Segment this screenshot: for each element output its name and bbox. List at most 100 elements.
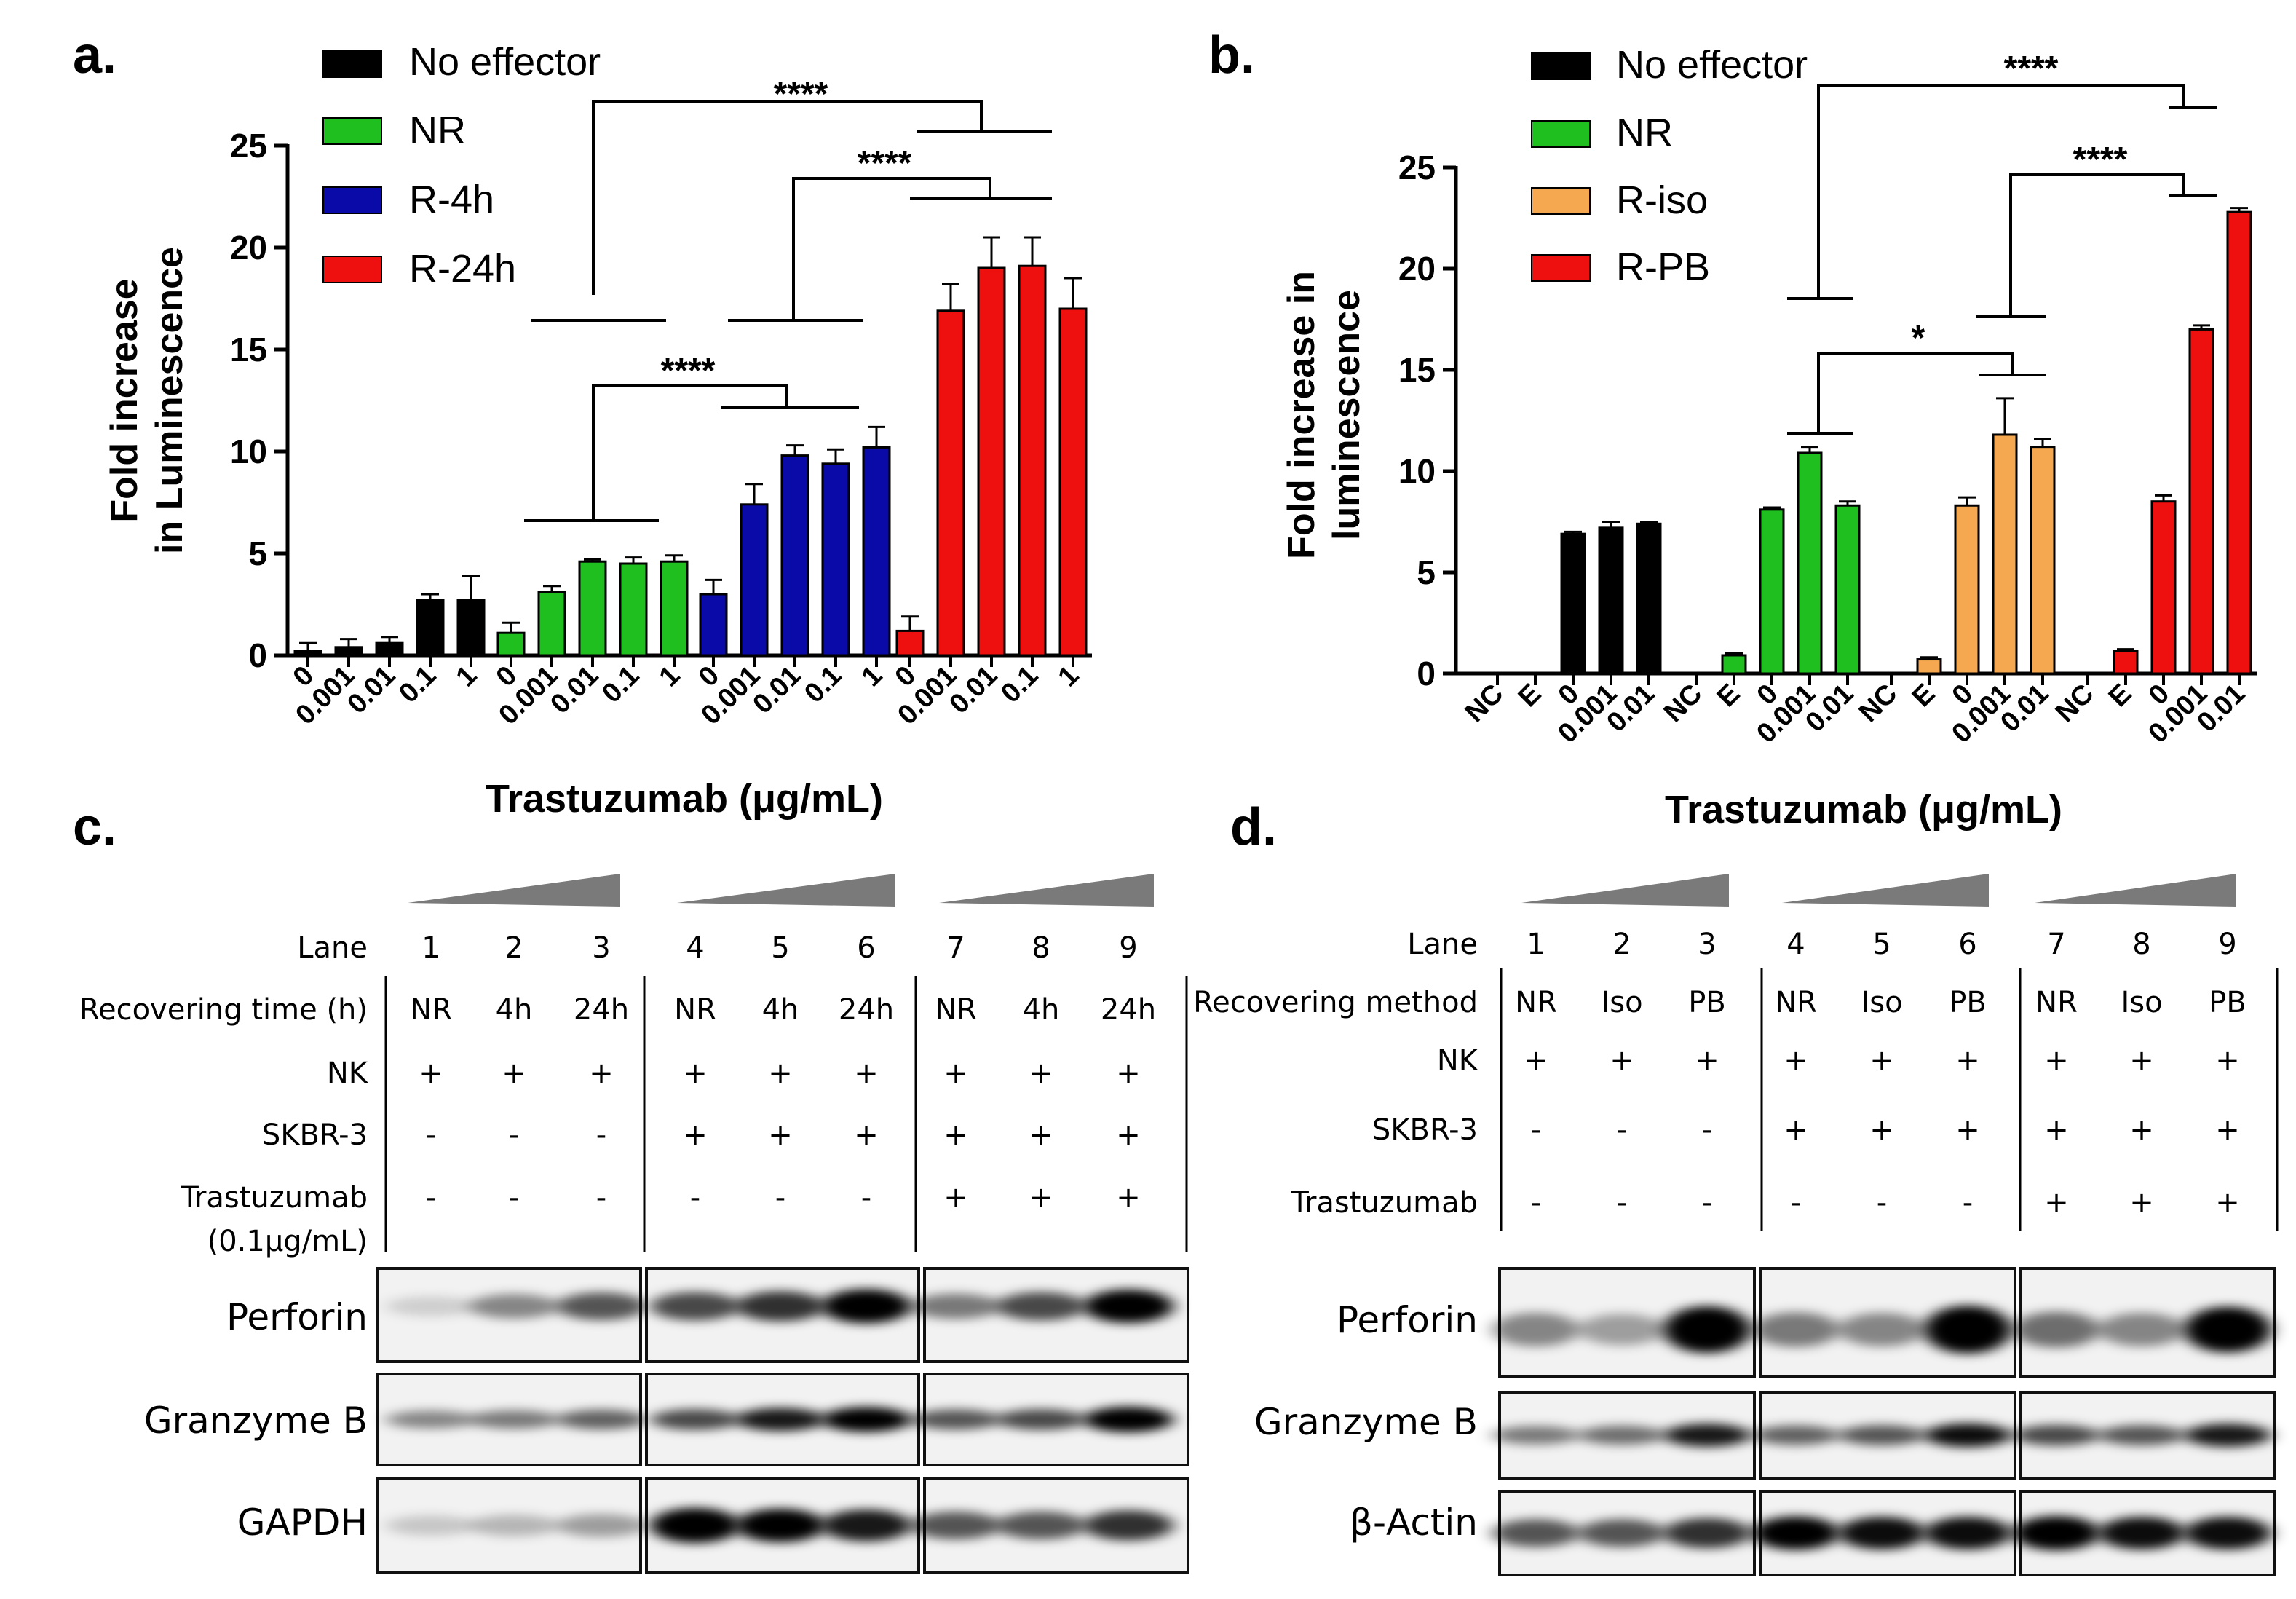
panel-label-b: b.: [1208, 26, 1255, 84]
condition-cell-nk: +: [1869, 1044, 1894, 1078]
blot-d-tras-label: Trastuzumab: [1290, 1186, 1478, 1220]
blot-d-band-label-perforin: Perforin: [1337, 1299, 1478, 1341]
protein-band: [386, 1296, 476, 1316]
blot-c-gradient-ramps: [408, 874, 1154, 907]
condition-cell-lanes: 7: [2047, 928, 2065, 961]
condition-cell-nk: +: [2215, 1044, 2240, 1078]
protein-band: [2013, 1515, 2100, 1551]
condition-cell-nk: +: [1029, 1057, 1053, 1090]
condition-cell-lanes: 5: [771, 931, 789, 965]
protein-band: [911, 1409, 1001, 1430]
significance-stars: ****: [2073, 141, 2128, 179]
condition-cell-lanes: 8: [2132, 928, 2150, 961]
condition-cell-nk: +: [1610, 1044, 1634, 1078]
protein-band: [735, 1508, 826, 1543]
bar: [699, 593, 728, 657]
condition-cell-recover: NR: [674, 993, 716, 1027]
condition-cell-skbr: -: [1702, 1113, 1712, 1147]
bar: [895, 629, 925, 657]
y-tick-label: 10: [1398, 452, 1436, 490]
y-tick-label: 20: [230, 229, 267, 266]
protein-band: [2098, 1312, 2185, 1347]
protein-band: [1083, 1406, 1173, 1433]
condition-cell-skbr: +: [1955, 1113, 1980, 1147]
condition-cell-skbr: -: [509, 1118, 519, 1152]
condition-cell-tras: -: [1963, 1186, 1973, 1220]
chart-a: No effector NR R-4h R-24h Fold increase …: [103, 40, 1092, 821]
protein-band: [1083, 1289, 1173, 1324]
blot-c-band-label-perforin: Perforin: [226, 1296, 368, 1338]
y-tick-label: 5: [1417, 553, 1436, 591]
x-tick-label: E: [1513, 679, 1548, 714]
blot-d-gradient-ramps: [1521, 874, 2236, 907]
bar: [740, 503, 769, 657]
protein-band: [996, 1292, 1086, 1321]
condition-cell-skbr: +: [943, 1118, 968, 1152]
y-tick-label: 25: [230, 127, 267, 165]
condition-cell-tras: +: [943, 1181, 968, 1215]
blot-c-band-label-granzyme: Granzyme B: [144, 1399, 368, 1442]
panel-label-d: d.: [1230, 798, 1277, 856]
western-blot-c: Lane Recovering time (h) NK SKBR-3 Trast…: [79, 874, 1189, 1574]
condition-cell-recover: NR: [935, 993, 977, 1027]
protein-band: [556, 1292, 646, 1321]
blot-c-tras-conc-label: (0.1μg/mL): [207, 1225, 368, 1258]
western-blot-d: Lane Recovering method NK SKBR-3 Trastuz…: [1193, 874, 2279, 1576]
condition-cell-skbr: -: [1531, 1113, 1541, 1147]
x-tick-label: NC: [1658, 679, 1709, 729]
condition-cell-skbr: +: [768, 1118, 793, 1152]
y-tick-label: 25: [1398, 149, 1436, 186]
condition-cell-tras: +: [2129, 1186, 2154, 1220]
protein-band: [1492, 1426, 1580, 1445]
y-tick-label: 5: [248, 534, 267, 572]
bar: [1636, 522, 1662, 675]
bar: [293, 650, 322, 657]
condition-cell-recover: PB: [1949, 986, 1987, 1019]
legend-label-r-pb: R-PB: [1616, 245, 1710, 289]
condition-cell-recover: Iso: [1601, 986, 1642, 1019]
legend-swatch-r-pb: [1531, 254, 1591, 282]
protein-band: [1663, 1424, 1751, 1447]
legend-swatch-r-iso: [1531, 187, 1591, 215]
concentration-gradient-ramp: [2035, 874, 2236, 907]
condition-cell-recover: 4h: [1023, 993, 1060, 1027]
condition-cell-recover: 4h: [762, 993, 799, 1027]
condition-cell-tras: -: [596, 1181, 606, 1215]
protein-band: [650, 1507, 740, 1544]
condition-cell-nk: +: [854, 1057, 879, 1090]
condition-cell-recover: PB: [1688, 986, 1726, 1019]
chart-a-bars: [293, 236, 1088, 657]
condition-cell-skbr: +: [2215, 1113, 2240, 1147]
condition-cell-skbr: +: [1784, 1113, 1808, 1147]
protein-band: [1752, 1425, 1840, 1445]
bar: [2188, 328, 2214, 675]
chart-b-ylabel-line1: Fold increase in: [1280, 271, 1323, 559]
protein-band: [650, 1292, 740, 1321]
bar: [1018, 264, 1047, 657]
protein-band: [1838, 1312, 1925, 1347]
protein-band: [556, 1514, 646, 1537]
protein-band: [1924, 1516, 2011, 1550]
protein-band: [1578, 1314, 1666, 1346]
blot-c-nk-label: NK: [327, 1057, 369, 1090]
condition-cell-nk: +: [589, 1057, 614, 1090]
bar: [780, 454, 809, 657]
concentration-gradient-ramp: [1782, 874, 1989, 907]
condition-cell-lanes: 1: [1527, 928, 1545, 961]
significance-stars: *: [1912, 319, 1925, 358]
legend-label-r-iso: R-iso: [1616, 178, 1708, 222]
blot-d-condition-table: 1 2 3 4 5 6 7 8 9 NR Iso PB NR Iso PB NR Iso PB + + + + + + + + + -…: [1500, 928, 2279, 1231]
blot-c-recover-label: Recovering time (h): [79, 993, 368, 1027]
condition-cell-nk: +: [1695, 1044, 1719, 1078]
x-tick-label: NC: [1460, 679, 1510, 729]
chart-a-legend: No effector NR R-4h R-24h: [322, 40, 601, 291]
condition-cell-tras: +: [1029, 1181, 1053, 1215]
condition-cell-lanes: 6: [1958, 928, 1976, 961]
condition-cell-recover: Iso: [1861, 986, 1902, 1019]
blot-d-skbr-label: SKBR-3: [1372, 1113, 1478, 1147]
condition-cell-skbr: +: [2044, 1113, 2069, 1147]
protein-band: [1752, 1516, 1840, 1550]
significance-bracket: [1817, 84, 2185, 299]
bar: [456, 599, 486, 657]
